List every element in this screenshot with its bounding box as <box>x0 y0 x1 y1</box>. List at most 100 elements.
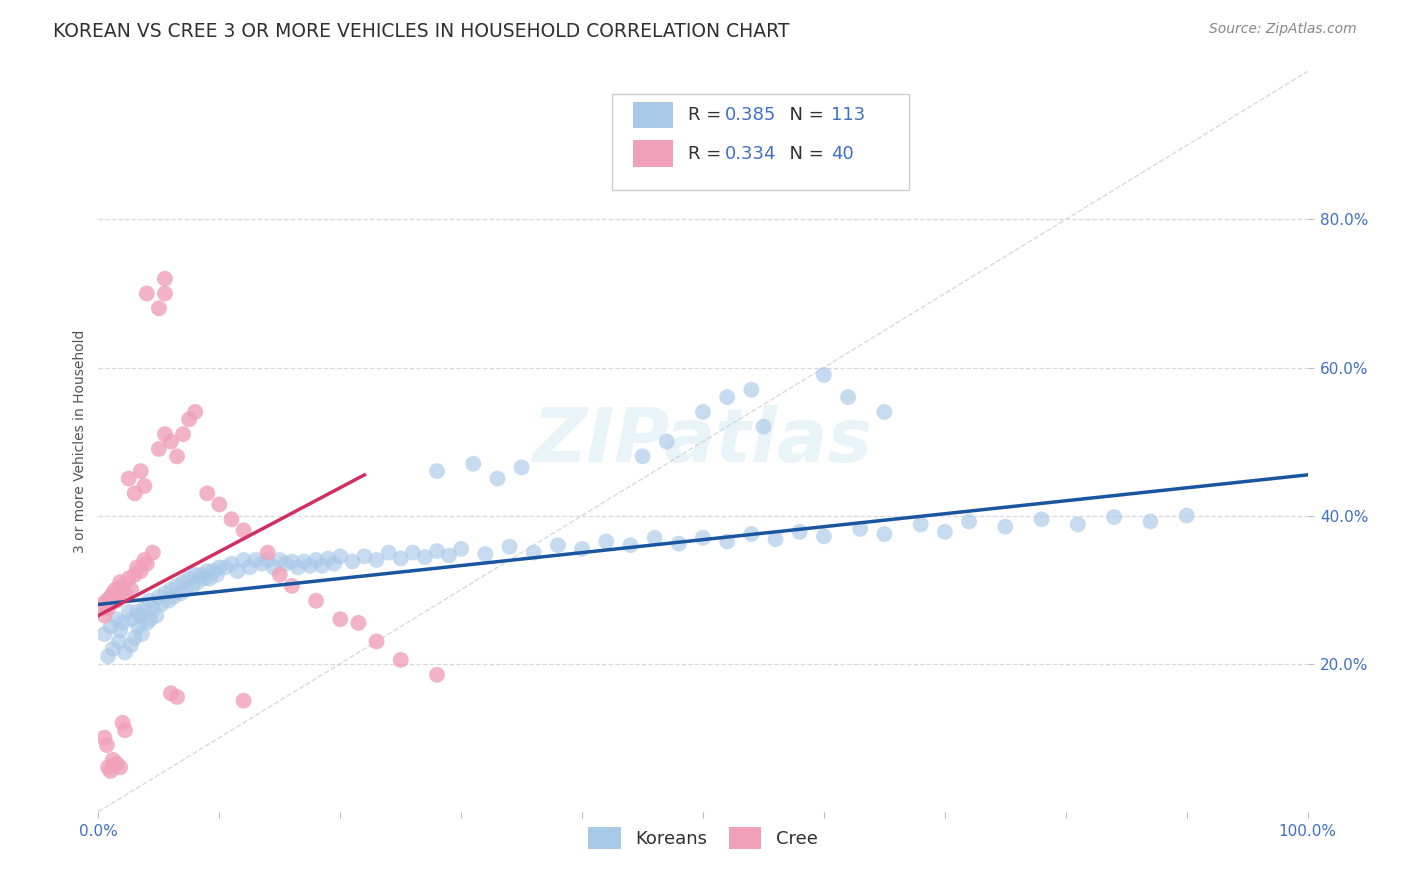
Text: 113: 113 <box>831 106 866 124</box>
Point <box>166 579 188 593</box>
Point <box>389 653 412 667</box>
Point <box>413 549 436 564</box>
Point <box>187 575 209 590</box>
Point <box>619 538 641 552</box>
Point <box>194 572 217 586</box>
Point <box>157 593 180 607</box>
Point <box>135 615 157 630</box>
Point <box>108 586 131 600</box>
Point <box>402 546 425 560</box>
Point <box>287 560 309 574</box>
Point <box>118 605 141 619</box>
Point <box>474 547 496 561</box>
Point <box>934 524 956 539</box>
Point <box>347 615 370 630</box>
Text: N =: N = <box>778 106 830 124</box>
Point <box>179 412 201 426</box>
Point <box>174 582 197 597</box>
Point <box>195 486 218 500</box>
Point <box>305 553 328 567</box>
Point <box>692 405 714 419</box>
Point <box>108 624 131 638</box>
Point <box>153 586 176 600</box>
Point <box>232 694 254 708</box>
Point <box>190 567 212 582</box>
Point <box>184 405 207 419</box>
Point <box>1031 512 1053 526</box>
Point <box>426 544 449 558</box>
Point <box>96 593 118 607</box>
Point <box>353 549 375 564</box>
Point <box>716 390 738 404</box>
Point <box>740 527 762 541</box>
Point <box>108 575 131 590</box>
Point <box>873 405 896 419</box>
Point <box>129 608 152 623</box>
Text: R =: R = <box>689 145 727 162</box>
FancyBboxPatch shape <box>633 140 672 167</box>
Legend: Koreans, Cree: Koreans, Cree <box>581 820 825 856</box>
Point <box>124 631 146 645</box>
Point <box>547 538 569 552</box>
Point <box>281 579 304 593</box>
Point <box>226 564 249 578</box>
Point <box>221 512 243 526</box>
Point <box>172 575 194 590</box>
Point <box>101 753 124 767</box>
Point <box>426 464 449 478</box>
Point <box>256 553 278 567</box>
Point <box>269 553 291 567</box>
Point <box>142 546 165 560</box>
Point <box>105 593 128 607</box>
Point <box>849 522 872 536</box>
Point <box>91 598 114 612</box>
Point <box>789 524 811 539</box>
Text: Source: ZipAtlas.com: Source: ZipAtlas.com <box>1209 22 1357 37</box>
Point <box>135 557 157 571</box>
Point <box>740 383 762 397</box>
Point <box>305 593 328 607</box>
Point <box>131 627 153 641</box>
Point <box>150 598 173 612</box>
Point <box>813 529 835 543</box>
Point <box>127 560 149 574</box>
Point <box>202 564 225 578</box>
Point <box>169 586 191 600</box>
Point <box>837 390 859 404</box>
Point <box>121 612 143 626</box>
Text: 0.385: 0.385 <box>724 106 776 124</box>
Point <box>232 553 254 567</box>
Point <box>124 486 146 500</box>
Point <box>134 479 156 493</box>
FancyBboxPatch shape <box>613 94 908 190</box>
Point <box>873 527 896 541</box>
Point <box>450 541 472 556</box>
Point <box>311 558 333 573</box>
Point <box>108 634 131 648</box>
Point <box>957 515 980 529</box>
Point <box>198 572 221 586</box>
Point <box>1102 510 1125 524</box>
Point <box>108 760 131 774</box>
Point <box>96 738 118 752</box>
Point <box>160 434 183 449</box>
Point <box>148 442 170 456</box>
Point <box>571 541 593 556</box>
Point <box>181 579 204 593</box>
Point <box>510 460 533 475</box>
Point <box>245 553 267 567</box>
Point <box>97 601 120 615</box>
Point <box>118 471 141 485</box>
Point <box>114 586 136 600</box>
Point <box>120 582 142 597</box>
Point <box>153 271 176 285</box>
Point <box>813 368 835 382</box>
Point <box>135 286 157 301</box>
Point <box>323 557 346 571</box>
Point <box>127 619 149 633</box>
Point <box>160 582 183 597</box>
Point <box>111 579 134 593</box>
Point <box>281 554 304 568</box>
Point <box>118 572 141 586</box>
Point <box>329 549 352 564</box>
